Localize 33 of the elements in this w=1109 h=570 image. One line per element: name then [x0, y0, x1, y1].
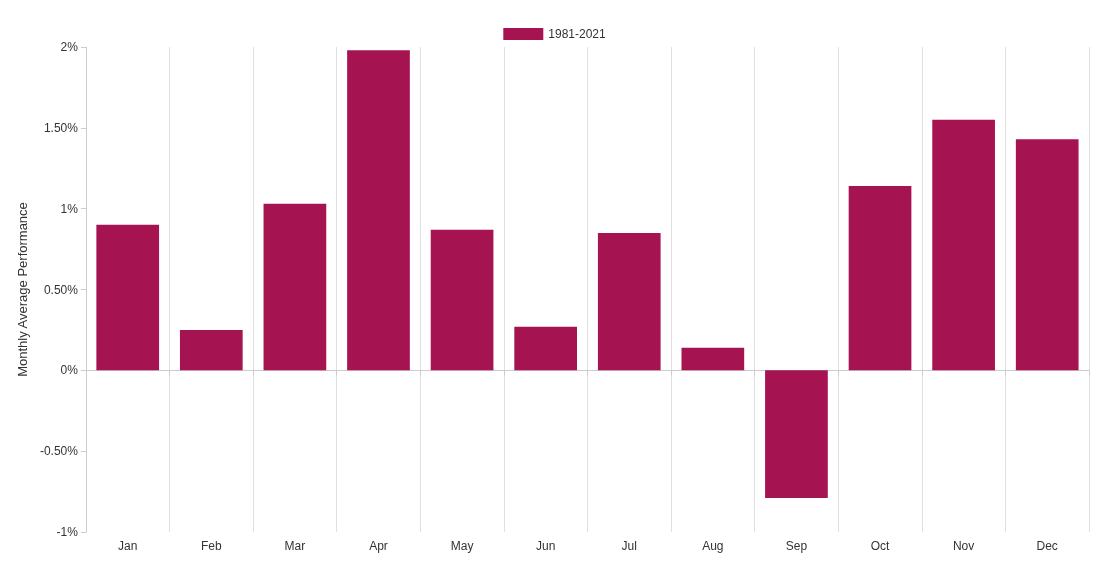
x-tick-label: Dec: [1036, 539, 1058, 553]
legend-label: 1981-2021: [548, 27, 607, 41]
y-tick-label: -0.50%: [39, 444, 79, 459]
x-tick-label: Jul: [621, 539, 637, 553]
x-tick-label: Mar: [284, 539, 306, 553]
bar: [179, 329, 243, 371]
y-axis-title: Monthly Average Performance: [15, 202, 30, 377]
x-tick-label: Nov: [952, 539, 975, 553]
x-tick-label: May: [450, 539, 474, 553]
y-tick-label: 2%: [60, 40, 79, 54]
bar: [848, 186, 912, 371]
bar: [681, 347, 745, 371]
x-tick-label: Jan: [118, 539, 138, 553]
y-tick-label: 0.50%: [43, 282, 79, 297]
bar: [347, 50, 410, 371]
x-tick-label: Sep: [785, 539, 808, 553]
bar: [597, 232, 661, 371]
x-tick-label: Apr: [369, 539, 388, 553]
bar: [263, 203, 327, 371]
x-tick-label: Aug: [702, 539, 724, 553]
y-tick-label: 1.50%: [43, 120, 79, 135]
bar: [96, 224, 160, 371]
bar: [765, 370, 828, 499]
bar: [932, 119, 995, 371]
bar: [1015, 139, 1079, 371]
y-tick-label: 1%: [60, 201, 79, 216]
x-tick-label: Oct: [870, 539, 891, 553]
y-tick-label: 0%: [60, 363, 79, 378]
x-tick-label: Jun: [535, 539, 556, 553]
bar: [430, 229, 494, 371]
bar: [514, 326, 578, 371]
x-tick-label: Feb: [200, 539, 222, 553]
y-tick-label: -1%: [56, 525, 79, 539]
